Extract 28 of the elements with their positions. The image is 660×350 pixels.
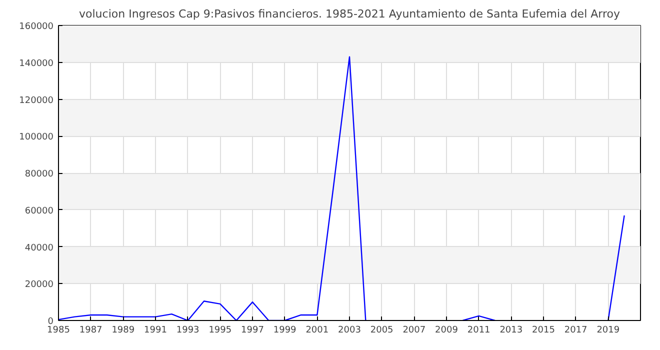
y-tick-label: 160000: [19, 22, 54, 32]
y-tick-label: 60000: [24, 206, 54, 216]
x-tick-label: 2015: [532, 326, 555, 336]
y-tick-label: 140000: [19, 58, 54, 69]
x-tick-label: 2013: [500, 326, 523, 336]
x-tick-label: 2017: [564, 326, 588, 336]
x-tick-label: 1989: [112, 326, 135, 336]
y-tick-label: 80000: [24, 170, 54, 180]
chart-title: volucion Ingresos Cap 9:Pasivos financieros. 1985-2021 Ayuntamiento de Santa Eufemia del Arroy: [79, 8, 620, 20]
y-tick-label: 100000: [19, 132, 54, 143]
x-tick-label: 1993: [176, 326, 200, 336]
y-tick-label: 20000: [24, 280, 54, 290]
x-tick-label: 1997: [241, 326, 264, 336]
y-tick-label: 120000: [19, 96, 54, 106]
x-tick-label: 2009: [435, 326, 458, 336]
y-tick-label: 0: [48, 317, 54, 327]
x-tick-label: 1995: [208, 326, 232, 336]
y-tick-label: 40000: [24, 243, 54, 254]
x-tick-label: 2019: [596, 326, 620, 336]
x-tick-label: 2003: [338, 326, 361, 336]
x-tick-label: 2007: [402, 326, 426, 336]
x-tick-label: 1987: [79, 326, 102, 336]
x-tick-label: 1985: [47, 326, 70, 336]
x-tick-label: 2005: [370, 326, 394, 336]
x-tick-label: 2011: [467, 326, 490, 336]
x-tick-label: 1999: [273, 326, 297, 336]
x-tick-label: 1991: [144, 326, 167, 336]
x-tick-label: 2001: [306, 326, 329, 336]
